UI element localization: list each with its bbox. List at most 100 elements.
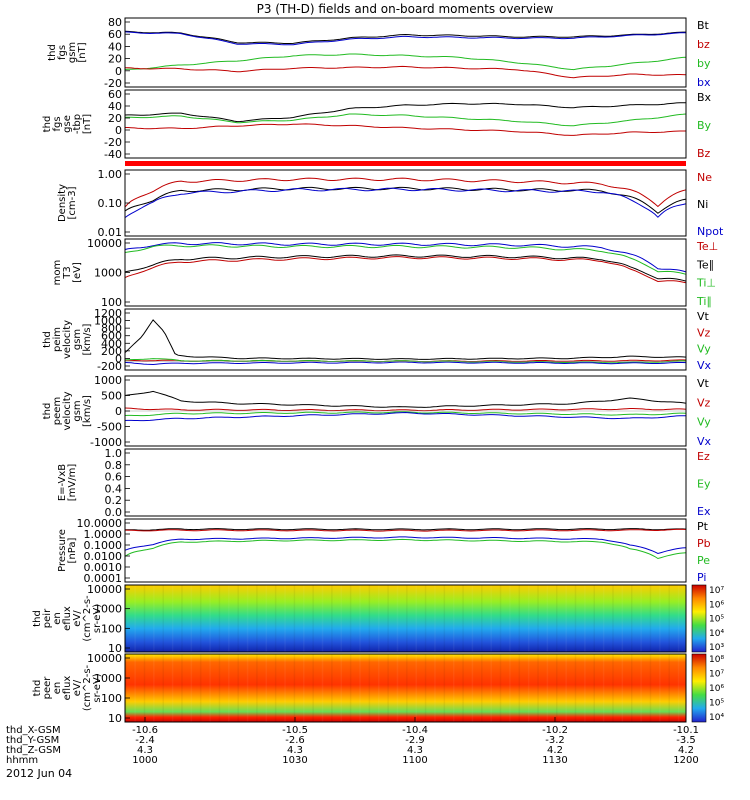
- heatmap-streak: [677, 585, 680, 652]
- x-tick-label: -2.4: [135, 735, 155, 746]
- heatmap-streak: [434, 654, 436, 722]
- heatmap-streak: [199, 585, 202, 652]
- series-Ni-line: [124, 186, 687, 214]
- heatmap-streak: [481, 585, 483, 652]
- heatmap-streak: [293, 585, 296, 652]
- colorbar-tick-label: 10⁵: [709, 699, 724, 709]
- heatmap-streak: [452, 654, 455, 722]
- series-Vx-line: [124, 361, 687, 366]
- legend-Vz: Vz: [697, 326, 711, 339]
- panel-frame: [124, 584, 687, 653]
- legend-Bz: Bz: [697, 147, 711, 160]
- heatmap-streak: [303, 585, 305, 652]
- heatmap-streak: [471, 654, 474, 722]
- y-tick-label: 0.01: [98, 226, 123, 239]
- series-Vy-line: [124, 358, 687, 364]
- heatmap-streak: [499, 654, 502, 722]
- heatmap-streak: [546, 654, 549, 722]
- y-tick-label: 1000: [94, 315, 122, 328]
- heatmap-streak: [649, 585, 652, 652]
- heatmap-streak: [668, 585, 670, 652]
- y-tick-label: 80: [108, 16, 122, 29]
- series-Vx-line: [124, 411, 686, 422]
- legend-Pb: Pb: [697, 537, 711, 550]
- legend-Ti⊥: Ti⊥: [696, 277, 716, 290]
- legend-by: by: [697, 57, 711, 70]
- series-Ti⊥-line: [124, 244, 687, 275]
- heatmap-streak: [452, 585, 455, 652]
- heatmap-streak: [340, 654, 343, 722]
- y-axis-label: gsm: [67, 42, 78, 63]
- heatmap-streak: [312, 654, 314, 722]
- y-tick-label: 0.0: [105, 506, 123, 519]
- x-axis-row-label: thd_Z-GSM: [6, 745, 61, 756]
- heatmap-streak: [509, 585, 511, 652]
- panel-frame: [124, 653, 687, 723]
- separator-bar: [125, 161, 686, 166]
- y-tick-label: 1000: [94, 672, 122, 685]
- y-tick-label: 10: [108, 642, 122, 655]
- legend-Npot: Npot: [697, 225, 724, 238]
- y-tick-label: 0: [115, 352, 122, 365]
- y-tick-label: 10.0000: [77, 517, 123, 530]
- x-tick-label: -3.5: [676, 735, 696, 746]
- heatmap-streak: [602, 585, 605, 652]
- heatmap-streak: [415, 654, 417, 722]
- y-tick-label: 0.2: [105, 494, 123, 507]
- y-axis-label: thd: [47, 44, 58, 61]
- date-label: 2012 Jun 04: [6, 767, 72, 780]
- series-Pb-line: [124, 528, 687, 532]
- panel-frame: [124, 308, 687, 371]
- y-axis-label: peem: [52, 397, 63, 425]
- heatmap-streak: [190, 654, 193, 722]
- heatmap-streak: [293, 654, 296, 722]
- heatmap-streak: [246, 654, 249, 722]
- panel-ion_spec: 10⁷ 10⁶ 10⁵ 10⁴ 10³ 10000 1000 100 10 thd peir en ef…: [32, 583, 724, 655]
- y-tick-label: 1000: [94, 603, 122, 616]
- y-axis-label: [mV/m]: [67, 464, 78, 502]
- series-Bt-line: [124, 30, 686, 44]
- heatmap-streak: [668, 654, 670, 722]
- legend-Ez: Ez: [697, 450, 710, 463]
- y-axis-label: en: [52, 682, 63, 695]
- heatmap-streak: [321, 585, 324, 652]
- x-tick-label: -2.6: [285, 735, 305, 746]
- y-axis-label: (cm^2-s-: [82, 595, 93, 642]
- x-tick-label: 1000: [132, 755, 157, 766]
- y-tick-label: 0.1000: [84, 539, 123, 552]
- panel-density: 1.00 0.10 0.01 Density [cm-3] Ne Ni Npot: [57, 168, 724, 239]
- legend-Ti∥: Ti∥: [696, 295, 712, 308]
- heatmap-streak: [630, 585, 633, 652]
- legend-Vy: Vy: [697, 343, 711, 356]
- heatmap-streak: [593, 585, 595, 652]
- y-tick-label: 10000: [87, 237, 122, 250]
- heatmap-streak: [462, 654, 464, 722]
- panel-electron_spec: 10⁸ 10⁷ 10⁶ 10⁵ 10⁴ 10000 1000 100 10 thd peer en ef…: [32, 652, 724, 725]
- heatmap-image: [125, 585, 686, 652]
- heatmap-streak: [471, 585, 474, 652]
- y-axis-label: sr-eV): [92, 604, 103, 633]
- x-tick-label: 1200: [673, 755, 698, 766]
- colorbar-tick-label: 10³: [709, 643, 724, 653]
- colorbar-tick-label: 10⁶: [709, 600, 724, 610]
- heatmap-streak: [640, 585, 642, 652]
- heatmap-streak: [621, 585, 624, 652]
- heatmap-streak: [621, 654, 624, 722]
- y-axis-label: peim: [52, 327, 63, 352]
- heatmap-streak: [218, 585, 221, 652]
- heatmap-streak: [162, 654, 164, 722]
- heatmap-streak: [462, 585, 464, 652]
- heatmap-streak: [659, 585, 661, 652]
- colorbar: [691, 584, 707, 653]
- legend-Pi: Pi: [697, 571, 706, 584]
- y-tick-label: 0.0001: [84, 572, 123, 585]
- heatmap-streak: [556, 585, 558, 652]
- heatmap-streak: [490, 585, 492, 652]
- heatmap-streak: [481, 654, 483, 722]
- heatmap-streak: [331, 585, 333, 652]
- panel-frame: [124, 518, 687, 583]
- y-axis-label: thd: [32, 680, 43, 697]
- heatmap-streak: [565, 585, 567, 652]
- heatmap-streak: [612, 585, 614, 652]
